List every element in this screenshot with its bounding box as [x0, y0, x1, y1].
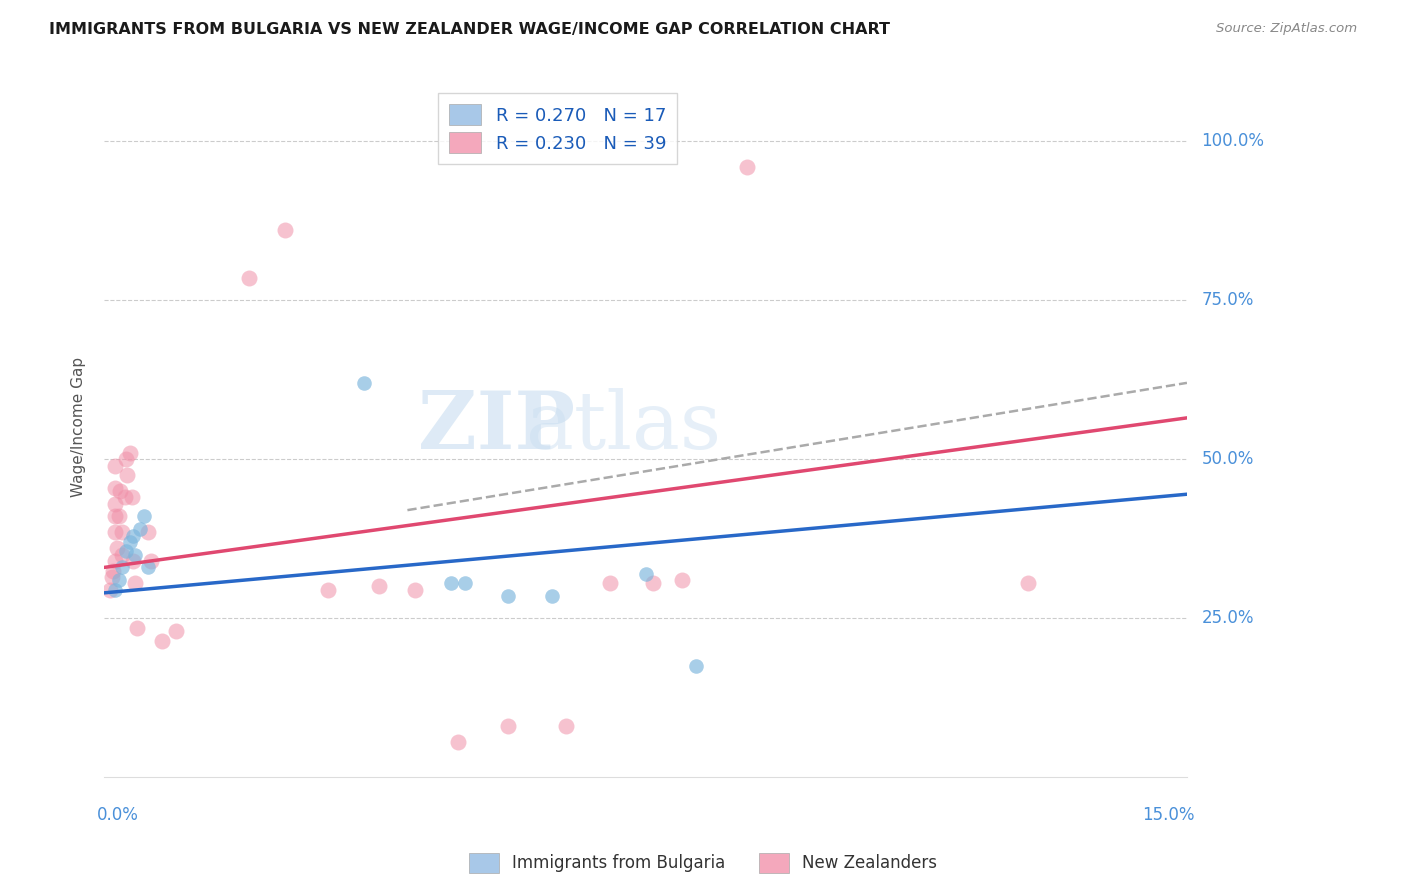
Point [124, 548, 146, 562]
Point [555, 719, 578, 733]
Point [498, 589, 520, 603]
Point [274, 223, 297, 237]
Point [404, 582, 426, 597]
Point [316, 582, 339, 597]
Point [150, 633, 173, 648]
Point [104, 458, 127, 473]
Point [125, 621, 148, 635]
Point [105, 541, 128, 556]
Point [498, 719, 520, 733]
Legend: R = 0.270   N = 17, R = 0.230   N = 39: R = 0.270 N = 17, R = 0.230 N = 39 [439, 94, 678, 164]
Text: 100.0%: 100.0% [1201, 132, 1264, 150]
Text: 25.0%: 25.0% [1201, 609, 1254, 627]
Point [122, 554, 145, 568]
Point [454, 576, 477, 591]
Text: ZIP: ZIP [418, 388, 575, 467]
Point [111, 525, 134, 540]
Point [114, 491, 136, 505]
Point [115, 544, 138, 558]
Point [124, 576, 146, 591]
Point [440, 576, 463, 591]
Point [141, 554, 163, 568]
Point [104, 554, 127, 568]
Text: IMMIGRANTS FROM BULGARIA VS NEW ZEALANDER WAGE/INCOME GAP CORRELATION CHART: IMMIGRANTS FROM BULGARIA VS NEW ZEALANDE… [49, 22, 890, 37]
Text: 15.0%: 15.0% [1142, 806, 1194, 824]
Point [447, 735, 470, 749]
Point [1017, 576, 1039, 591]
Point [641, 576, 664, 591]
Point [118, 446, 141, 460]
Point [104, 497, 127, 511]
Y-axis label: Wage/Income Gap: Wage/Income Gap [72, 358, 86, 498]
Legend: Immigrants from Bulgaria, New Zealanders: Immigrants from Bulgaria, New Zealanders [463, 847, 943, 880]
Point [101, 564, 124, 578]
Point [671, 573, 693, 587]
Point [122, 528, 145, 542]
Point [115, 452, 138, 467]
Point [129, 522, 152, 536]
Point [104, 525, 127, 540]
Point [117, 468, 139, 483]
Point [735, 160, 758, 174]
Point [108, 483, 131, 498]
Point [599, 576, 621, 591]
Text: 75.0%: 75.0% [1201, 291, 1254, 310]
Text: Source: ZipAtlas.com: Source: ZipAtlas.com [1216, 22, 1357, 36]
Point [132, 509, 155, 524]
Point [104, 481, 127, 495]
Text: 0.0%: 0.0% [97, 806, 139, 824]
Point [353, 376, 375, 390]
Point [136, 525, 159, 540]
Text: 50.0%: 50.0% [1201, 450, 1254, 468]
Point [111, 548, 134, 562]
Point [111, 560, 134, 574]
Point [104, 582, 127, 597]
Point [98, 582, 121, 597]
Point [107, 509, 129, 524]
Point [107, 573, 129, 587]
Point [136, 560, 159, 574]
Point [238, 271, 260, 285]
Point [121, 491, 143, 505]
Point [367, 579, 389, 593]
Text: atlas: atlas [526, 388, 721, 467]
Point [104, 509, 127, 524]
Point [118, 535, 141, 549]
Point [166, 624, 188, 638]
Point [540, 589, 562, 603]
Point [685, 659, 707, 673]
Point [634, 566, 657, 581]
Point [100, 570, 122, 584]
